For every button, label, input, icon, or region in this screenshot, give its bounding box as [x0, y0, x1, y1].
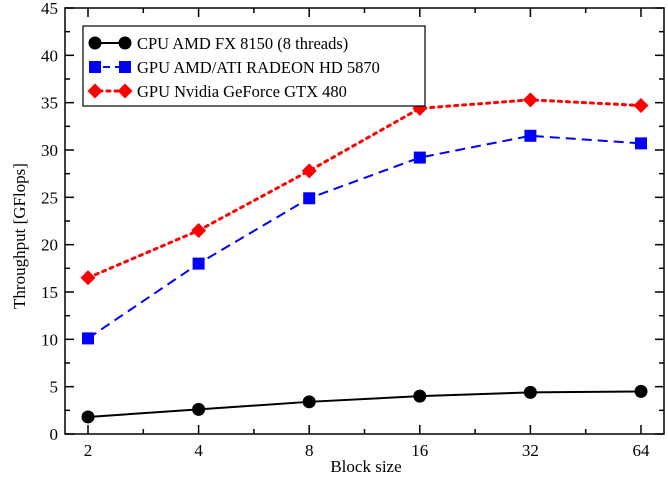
y-tick-label: 5	[50, 378, 59, 397]
y-tick-label: 40	[41, 46, 58, 65]
data-point	[302, 395, 316, 409]
data-point	[634, 384, 648, 398]
legend-entry: GPU AMD/ATI RADEON HD 5870	[89, 58, 380, 77]
series-line	[86, 98, 643, 280]
series-1	[82, 129, 647, 345]
y-tick-label: 15	[41, 283, 58, 302]
legend-label: CPU AMD FX 8150 (8 threads)	[137, 34, 348, 53]
legend-label: GPU Nvidia GeForce GTX 480	[137, 82, 347, 101]
y-tick-label: 30	[41, 141, 58, 160]
series-line	[87, 390, 642, 418]
axes: 0 5 10 15 20 25 30 35 40 45 2 4 8 16 32 64	[41, 0, 665, 460]
data-point	[522, 92, 538, 108]
legend-marker	[117, 83, 133, 99]
data-point	[191, 222, 207, 238]
x-tick-label: 32	[522, 441, 539, 460]
legend-entry: GPU Nvidia GeForce GTX 480	[87, 82, 347, 101]
legend-marker	[119, 61, 131, 73]
legend-marker	[118, 36, 132, 50]
x-tick-label: 8	[305, 441, 314, 460]
data-point	[633, 98, 649, 114]
x-tick-label: 4	[194, 441, 203, 460]
legend: CPU AMD FX 8150 (8 threads) GPU AMD/ATI R…	[82, 25, 426, 107]
legend-marker	[89, 61, 101, 73]
legend-entry: CPU AMD FX 8150 (8 threads)	[88, 34, 348, 53]
data-point	[82, 332, 94, 345]
y-tick-label: 25	[41, 188, 58, 207]
series-0	[81, 384, 648, 424]
data-point	[413, 389, 427, 403]
series-2	[80, 92, 649, 286]
y-tick-label: 35	[41, 94, 58, 113]
y-tick-label: 0	[50, 425, 59, 444]
y-tick-label: 20	[41, 236, 58, 255]
y-axis-title: Throughput [GFlops]	[10, 163, 29, 309]
data-point	[81, 410, 95, 424]
y-tick-label: 10	[41, 330, 58, 349]
data-point	[523, 385, 537, 399]
plot-marks	[80, 92, 649, 424]
data-point	[524, 129, 537, 142]
data-point	[635, 137, 647, 150]
data-point	[413, 151, 426, 164]
series-line	[87, 134, 642, 340]
x-axis-title: Block size	[330, 457, 401, 476]
x-tick-label: 16	[411, 441, 428, 460]
x-tick-label: 64	[633, 441, 651, 460]
legend-marker	[88, 36, 102, 50]
y-tick-label: 45	[41, 0, 58, 18]
data-point	[192, 402, 206, 416]
data-point	[80, 270, 96, 286]
x-tick-label: 2	[84, 441, 93, 460]
legend-marker	[87, 83, 103, 99]
legend-label: GPU AMD/ATI RADEON HD 5870	[137, 58, 380, 77]
data-point	[192, 257, 205, 270]
data-point	[303, 192, 316, 205]
legend-box	[82, 25, 426, 107]
data-point	[301, 163, 317, 179]
